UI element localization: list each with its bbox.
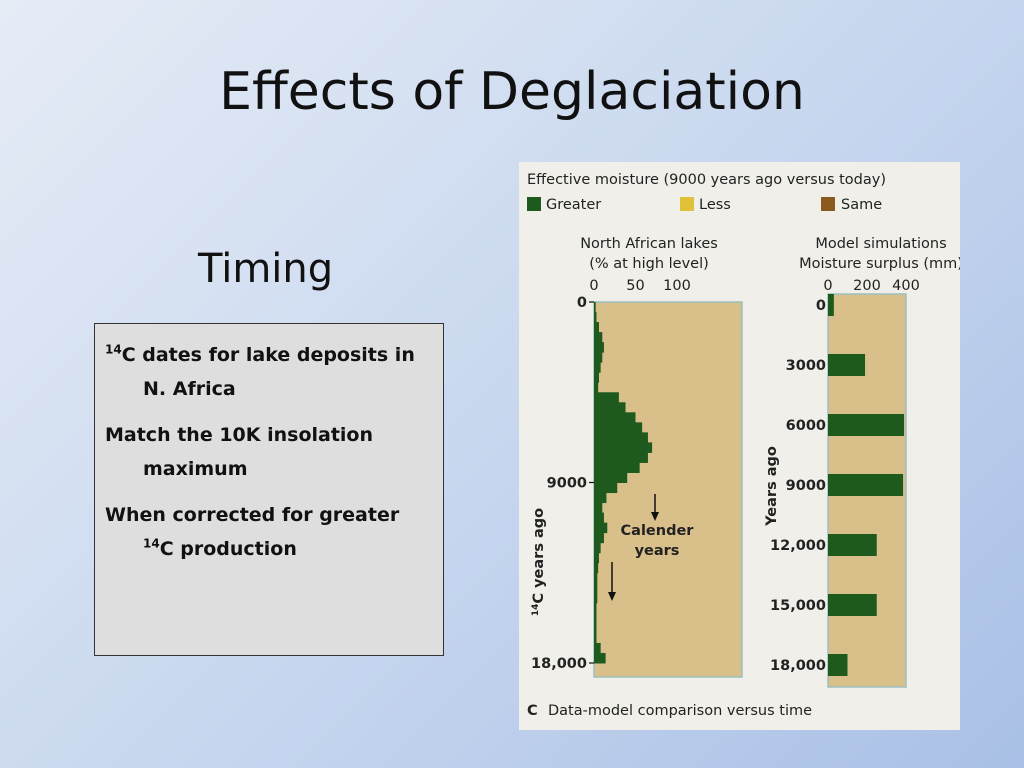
lakes-plot-area	[593, 301, 743, 678]
legend-swatch-greater	[527, 197, 541, 211]
lakes-bar	[594, 572, 598, 584]
model-bar	[828, 474, 904, 496]
caption-letter: C	[527, 703, 538, 719]
lakes-bar	[594, 612, 597, 624]
model-chart: 0 3000 6000 9000 12,000 15,000 18,000 0 200 400	[770, 278, 920, 688]
lakes-bar	[594, 512, 604, 524]
lakes-bar	[594, 482, 618, 494]
lakes-title-line1: North African lakes	[580, 236, 718, 252]
lakes-x-tick-label: 0	[589, 278, 598, 294]
model-bar	[828, 534, 877, 556]
figure-svg: Effective moisture (9000 years ago versu…	[527, 172, 960, 719]
legend-label-same: Same	[841, 197, 882, 213]
lakes-y-tick-label: 18,000	[531, 656, 587, 672]
lakes-bar	[594, 462, 640, 473]
model-bar	[828, 654, 848, 676]
legend-swatch-less	[680, 197, 694, 211]
model-bar	[828, 414, 905, 436]
model-x-tick-label: 0	[823, 278, 832, 294]
lakes-chart: 0 50 100 0 9000 18,000	[531, 278, 743, 678]
bullet-item: 14C dates for lake deposits in N. Africa	[105, 342, 415, 400]
annotation-arrowhead	[651, 512, 659, 521]
annotation-calender-line1: Calender	[621, 523, 695, 539]
model-x-tick-label: 400	[892, 278, 920, 294]
correction-arrowhead	[608, 592, 616, 601]
lakes-bar	[594, 322, 599, 333]
model-x-tick-label: 200	[853, 278, 881, 294]
lakes-title-line2: (% at high level)	[589, 256, 709, 272]
model-y-tick-label: 6000	[786, 418, 826, 434]
lakes-bar	[594, 632, 597, 644]
lakes-bar	[594, 492, 607, 504]
lakes-bar	[594, 602, 597, 614]
lakes-bar	[594, 312, 597, 323]
lakes-bar	[594, 532, 604, 544]
slide-title: Effects of Deglaciation	[219, 62, 805, 122]
lakes-bar	[594, 582, 598, 594]
lakes-bar	[594, 382, 599, 393]
lakes-bar	[594, 452, 648, 463]
model-y-tick-label: 15,000	[770, 598, 826, 614]
lakes-bar	[594, 542, 601, 554]
bullet-text-box: 14C dates for lake deposits in N. Africa…	[94, 323, 444, 656]
slide-subtitle: Timing	[198, 246, 334, 292]
model-bar	[828, 354, 866, 376]
lakes-bar	[594, 592, 598, 604]
legend-label-greater: Greater	[546, 197, 601, 213]
lakes-bar	[594, 502, 603, 514]
model-y-tick-label: 18,000	[770, 658, 826, 674]
lakes-bar	[594, 342, 604, 353]
lakes-bar	[594, 392, 619, 403]
lakes-bar	[594, 472, 628, 483]
figure-panel: Effective moisture (9000 years ago versu…	[519, 162, 960, 730]
lakes-bar	[594, 622, 597, 634]
lakes-y-axis-label: 14C years ago	[531, 508, 547, 616]
lakes-bar	[594, 402, 626, 413]
lakes-bar	[594, 432, 648, 443]
lakes-x-tick-label: 50	[626, 278, 644, 294]
lakes-bar	[594, 652, 606, 664]
model-y-tick-label: 12,000	[770, 538, 826, 554]
caption-text: Data-model comparison versus time	[548, 703, 812, 719]
lakes-bar	[594, 362, 601, 373]
model-y-tick-label: 3000	[786, 358, 826, 374]
lakes-x-tick-label: 100	[663, 278, 691, 294]
bullet-item: Match the 10K insolation maximum	[105, 424, 374, 480]
model-title-line2: Moisture surplus (mm)	[799, 256, 960, 272]
legend-label-less: Less	[699, 197, 731, 213]
lakes-bar	[594, 352, 603, 363]
lakes-bar	[594, 562, 599, 574]
lakes-y-tick-label: 0	[577, 295, 587, 311]
lakes-bar	[594, 302, 596, 313]
lakes-bar	[594, 642, 601, 654]
lakes-y-tick-label: 9000	[547, 476, 587, 492]
model-bar	[828, 294, 834, 316]
lakes-bar	[594, 412, 636, 423]
lakes-bar	[594, 422, 643, 433]
model-y-axis-label: Years ago	[764, 446, 780, 527]
lakes-bar	[594, 442, 653, 453]
lakes-bar	[594, 372, 599, 383]
model-y-tick-label: 9000	[786, 478, 826, 494]
model-bar	[828, 594, 877, 616]
lakes-bar	[594, 332, 603, 343]
legend-swatch-same	[821, 197, 835, 211]
figure-header: Effective moisture (9000 years ago versu…	[527, 172, 886, 188]
model-title-line1: Model simulations	[815, 236, 946, 252]
lakes-bar	[594, 552, 599, 564]
lakes-bar	[594, 522, 608, 534]
bullet-item: When corrected for greater 14C productio…	[105, 504, 400, 560]
annotation-calender-line2: years	[635, 543, 680, 559]
model-y-tick-label: 0	[816, 298, 826, 314]
